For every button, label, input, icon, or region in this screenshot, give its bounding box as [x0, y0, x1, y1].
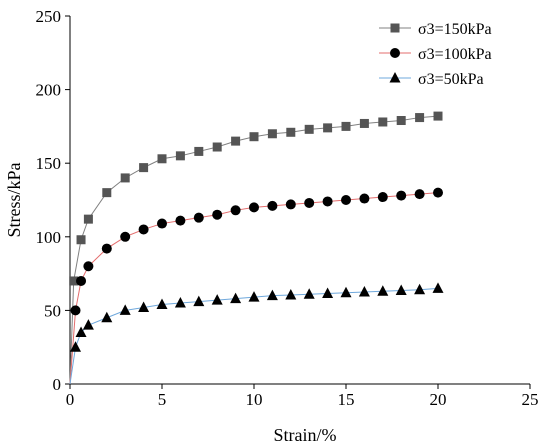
series-layer — [69, 111, 444, 385]
x-axis-title: Strain/% — [274, 425, 337, 445]
data-point — [415, 113, 425, 123]
legend-marker — [390, 23, 400, 33]
data-point — [212, 209, 223, 220]
data-point — [174, 297, 186, 308]
data-point — [75, 326, 87, 337]
data-point — [249, 132, 259, 142]
data-point — [396, 190, 407, 201]
data-point — [414, 189, 425, 200]
data-point — [76, 235, 86, 245]
data-point — [359, 118, 369, 128]
data-point — [248, 291, 260, 302]
data-point — [285, 288, 297, 300]
legend-label: σ3=50kPa — [418, 71, 484, 88]
data-point — [76, 275, 87, 286]
data-point — [120, 173, 130, 183]
data-point — [82, 319, 94, 330]
data-point — [83, 261, 94, 272]
data-point — [193, 212, 204, 223]
data-point — [433, 187, 443, 198]
legend-marker — [389, 72, 401, 83]
series-0 — [69, 111, 443, 385]
data-point — [138, 301, 150, 312]
data-point — [358, 286, 370, 297]
data-point — [433, 111, 443, 121]
data-point — [414, 283, 426, 295]
y-tick-label: 200 — [36, 81, 62, 100]
x-tick-label: 10 — [246, 390, 263, 409]
data-point — [101, 311, 113, 323]
data-point — [322, 287, 334, 298]
data-point — [83, 214, 93, 224]
data-point — [322, 196, 333, 207]
data-point — [120, 231, 131, 242]
data-point — [286, 127, 296, 137]
data-point — [193, 295, 205, 307]
series-line — [69, 115, 439, 385]
data-point — [396, 116, 406, 126]
legend: σ3=150kPa σ3=100kPa σ3=50kPa — [379, 21, 492, 88]
series-2 — [69, 282, 444, 385]
x-tick-label: 0 — [66, 390, 75, 409]
data-point — [157, 154, 167, 164]
data-point — [304, 197, 315, 208]
data-point — [267, 129, 277, 139]
data-point — [69, 276, 79, 286]
data-point — [138, 224, 149, 235]
data-point — [285, 199, 296, 210]
data-point — [230, 292, 242, 304]
series-line — [69, 287, 439, 385]
x-tick-label: 25 — [522, 390, 539, 409]
data-point — [249, 202, 259, 213]
data-point — [323, 123, 333, 133]
data-point — [341, 195, 351, 205]
data-point — [304, 124, 314, 134]
y-tick-label: 0 — [53, 375, 62, 394]
data-point — [70, 341, 82, 352]
x-tick-label: 15 — [338, 390, 355, 409]
data-point — [267, 200, 278, 211]
y-tick-label: 100 — [36, 228, 62, 247]
legend-item-1: σ3=100kPa — [379, 46, 492, 63]
data-point — [377, 285, 389, 296]
legend-label: σ3=150kPa — [418, 21, 492, 38]
data-point — [70, 305, 81, 316]
y-tick-label: 150 — [36, 154, 62, 173]
y-tick-label: 250 — [36, 7, 62, 26]
legend-label: σ3=100kPa — [418, 46, 492, 63]
data-point — [102, 188, 112, 198]
series-1 — [69, 187, 443, 385]
x-tick-label: 5 — [158, 390, 167, 409]
data-point — [156, 298, 168, 310]
data-point — [432, 282, 444, 293]
data-point — [231, 136, 241, 146]
data-point — [194, 146, 204, 156]
data-point — [119, 304, 131, 315]
data-point — [139, 163, 149, 173]
x-tick-label: 20 — [430, 390, 447, 409]
legend-item-0: σ3=150kPa — [379, 21, 492, 38]
data-point — [157, 218, 167, 229]
data-point — [340, 286, 352, 298]
y-axis-title: Stress/kPa — [4, 162, 24, 237]
data-point — [303, 288, 315, 299]
data-point — [175, 151, 185, 161]
data-point — [395, 284, 407, 296]
data-point — [211, 294, 223, 305]
data-point — [378, 117, 388, 127]
legend-item-2: σ3=50kPa — [379, 71, 484, 88]
data-point — [101, 243, 112, 254]
data-point — [359, 193, 370, 204]
data-point — [341, 121, 351, 131]
data-point — [266, 289, 278, 301]
legend-marker — [390, 48, 400, 58]
data-point — [175, 215, 186, 226]
data-point — [212, 142, 222, 152]
y-tick-label: 50 — [44, 301, 61, 320]
data-point — [377, 192, 388, 203]
data-point — [230, 205, 241, 216]
